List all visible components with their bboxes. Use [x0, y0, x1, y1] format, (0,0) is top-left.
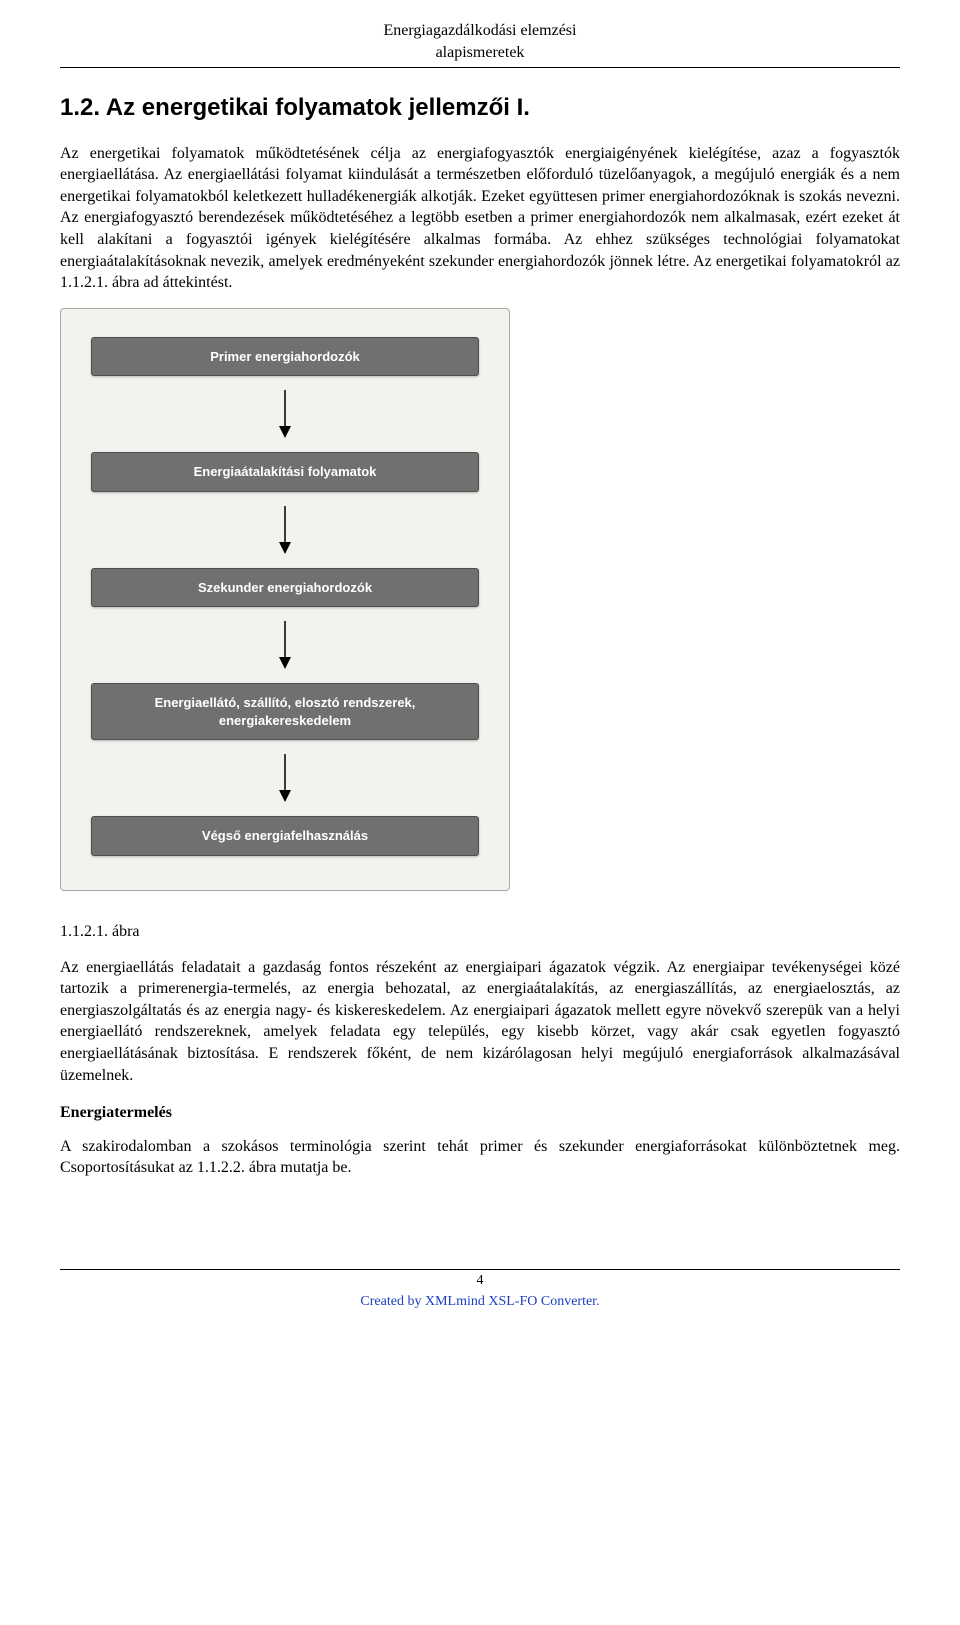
figure-label: 1.1.2.1. ábra: [60, 921, 900, 943]
header-rule: [60, 67, 900, 68]
flow-box: Energiaellátó, szállító, elosztó rendsze…: [91, 683, 479, 740]
flow-arrow-icon: [91, 506, 479, 554]
flow-arrow-icon: [91, 754, 479, 802]
flow-arrow-icon: [91, 390, 479, 438]
footer-credit: Created by XMLmind XSL-FO Converter.: [60, 1293, 900, 1312]
paragraph-classification: A szakirodalomban a szokásos terminológi…: [60, 1136, 900, 1179]
page-number: 4: [60, 1272, 900, 1291]
page-header: Energiagazdálkodási elemzési alapismeret…: [60, 20, 900, 63]
intro-paragraph: Az energetikai folyamatok működtetésének…: [60, 143, 900, 294]
header-line-1: Energiagazdálkodási elemzési: [60, 20, 900, 42]
flowchart-container: Primer energiahordozók Energiaátalakítási…: [60, 308, 900, 891]
flow-box: Energiaátalakítási folyamatok: [91, 452, 479, 492]
flow-arrow-icon: [91, 621, 479, 669]
flow-box: Végső energiafelhasználás: [91, 816, 479, 856]
flow-box: Primer energiahordozók: [91, 337, 479, 377]
flowchart: Primer energiahordozók Energiaátalakítási…: [60, 308, 510, 891]
footer-rule: [60, 1269, 900, 1270]
paragraph-industry: Az energiaellátás feladatait a gazdaság …: [60, 957, 900, 1087]
subheading-energiatermeles: Energiatermelés: [60, 1102, 900, 1124]
section-title: 1.2. Az energetikai folyamatok jellemzői…: [60, 92, 900, 124]
header-line-2: alapismeretek: [60, 42, 900, 64]
flow-box: Szekunder energiahordozók: [91, 568, 479, 608]
